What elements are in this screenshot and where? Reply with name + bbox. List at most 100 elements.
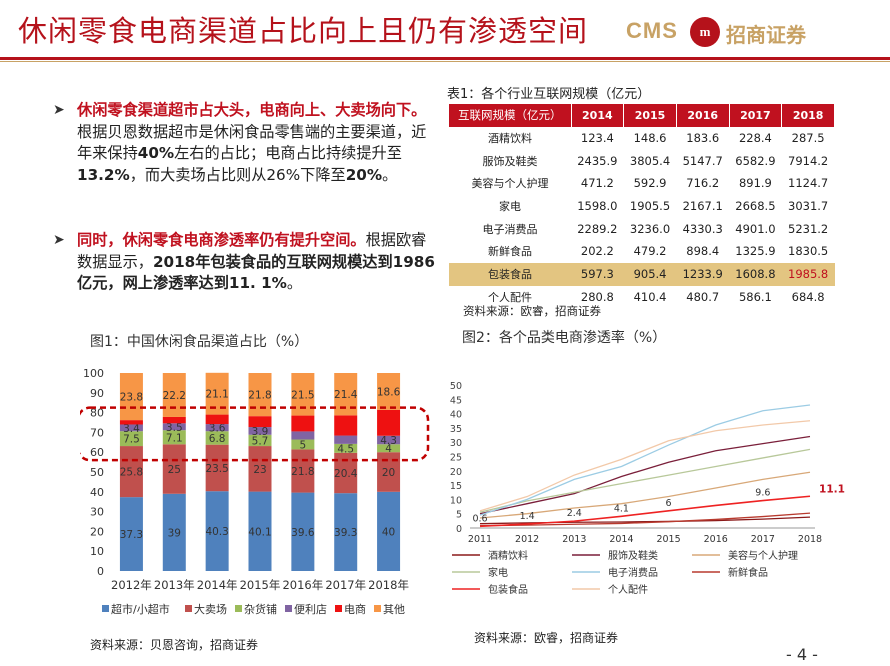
table-cell: 家电 [499,200,521,214]
bar-value-label: 23.8 [120,392,143,404]
bar-segment [334,435,358,444]
series-line [479,448,811,513]
y-tick-label: 0 [97,565,104,578]
table-cell: 1598.0 [577,199,618,214]
bar-segment [377,373,401,410]
data-label: 0.6 [472,513,487,524]
table-cell: 684.8 [791,289,825,304]
bar-segment [119,446,143,498]
page-title: 休闲零食电商渠道占比向上且仍有渗透空间 [18,14,589,48]
table-cell: 1905.5 [629,199,671,214]
table-cell: 1325.9 [735,244,776,259]
bar-segment [205,491,229,571]
bar-value-label: 7.5 [123,434,140,446]
bullet-text: 根据欧睿数据显示， [77,231,427,271]
chart1-caption: 图1：中国休闲食品渠道占比（%） [90,334,309,350]
legend-label: 超市/小超市 [111,602,170,616]
bar-segment [377,452,401,492]
bullet-text: 。 [382,165,398,184]
chart2-caption: 图2：各个品类电商渗透率（%） [462,330,667,346]
legend-label: 杂货铺 [244,602,277,616]
series-line [479,495,811,528]
legend-label: 大卖场 [194,602,227,616]
bullet-paragraph: ➤ 同时，休闲零食电商渗透率仍有提升空间。根据欧睿数据显示，2018年包装食品的… [53,230,437,295]
bar-segment [334,443,358,453]
table-header-row: 互联网规模（亿元） 2014 2015 2016 2017 2018 [449,104,835,127]
bar-segment [248,427,272,435]
y-tick-label: 80 [90,407,104,420]
company-seal-icon: m [690,17,720,47]
bullet-text: 根据贝恩数据超市是休闲食品零售端的主要渠道，近年来保持 [77,122,427,163]
table-cell: 905.4 [623,262,677,286]
table-row: 个人配件 280.8 410.4 480.7 586.1 684.8 [449,286,835,309]
table-cell: 美容与个人护理 [471,177,549,191]
legend-label: 个人配件 [608,584,648,596]
table-cell: 480.7 [686,289,720,304]
series-line [479,420,811,512]
table-cell: 716.2 [686,176,720,191]
x-tick-label: 2012 [515,534,539,545]
bar-value-label: 39 [168,527,181,539]
legend-label: 美容与个人护理 [728,549,798,562]
table-cell: 1830.5 [788,244,829,259]
channel-share-stacked-bar-chart: 0 10 20 30 40 50 60 70 80 90 100 37.3 25.8 7.53.4 23.8… [80,367,430,616]
y-tick-label: 90 [90,387,104,400]
series-line [479,512,811,527]
table-cell: 包装食品 [449,262,571,286]
bar-value-label: 39.6 [291,527,315,539]
legend-label: 家电 [488,566,508,579]
highlight-dashed-box [80,406,430,462]
internet-scale-table: 互联网规模（亿元） 2014 2015 2016 2017 2018 酒精饮料 1… [449,104,835,308]
bar-value-label: 25.8 [120,467,143,479]
table-caption: 表1：各个行业互联网规模（亿元） [447,87,651,102]
bar-value-label: 22.2 [163,390,186,402]
bar-value-label: 3.4 [123,423,140,435]
bar-value-label: 40.1 [248,526,271,538]
bar-value-label: 6.8 [209,433,226,445]
table-header-cell: 2015 [623,104,677,127]
page-number: - 4 - [786,645,818,664]
data-label: 1.4 [520,511,535,522]
chart1-source: 资料来源：贝恩咨询，招商证券 [90,638,259,652]
legend-swatch [335,605,342,612]
y-tick-label: 50 [90,466,104,479]
table-header-cell: 2016 [676,104,730,127]
table-cell: 5147.7 [682,153,723,168]
legend-label: 新鲜食品 [728,566,768,579]
cms-logo-text: CMS [626,18,678,43]
y-tick-label: 35 [450,424,462,435]
bar-segment [377,444,401,453]
bar-segment [248,491,272,571]
table-cell: 891.9 [738,176,772,191]
bullet-bold: 2018年包装食品的互联网规模达到1986亿元，网上渗透率达到11. 1% [77,252,435,293]
table-cell: 592.9 [633,176,667,191]
bar-value-label: 23.5 [205,463,228,475]
bar-segment [162,493,186,571]
bullet-bold: 40% [137,144,175,162]
table-cell: 280.8 [580,289,614,304]
bar-segment [334,493,358,571]
bar-segment [205,424,229,432]
table-header-cell: 2018 [781,104,835,127]
bullet-bold: 20% [345,165,383,184]
bar-value-label: 7.1 [166,432,183,444]
table-cell: 2668.5 [735,199,776,214]
table-cell: 2435.9 [577,153,618,168]
legend-label: 服饰及鞋类 [608,549,658,562]
bar-value-label: 20.4 [334,468,358,480]
legend-label: 电子消费品 [608,566,658,579]
legend-label: 其他 [383,603,405,616]
y-tick-label: 30 [450,438,462,449]
online-penetration-line-chart: 0 5 10 15 20 25 30 35 40 45 50 2011 2012 2013 2014 2015… [450,381,845,596]
table-cell: 597.3 [571,262,624,286]
table-cell: 3031.7 [788,199,829,214]
chart2-source: 资料来源：欧睿，招商证券 [474,631,619,645]
y-tick-label: 10 [450,495,462,506]
table-cell: 酒精饮料 [488,132,532,146]
table-cell: 个人配件 [488,290,532,304]
x-tick-label: 2018年 [368,578,409,592]
legend-swatch [235,605,242,612]
table-cell: 1233.9 [676,262,730,286]
table-cell: 586.1 [738,289,772,304]
table-row: 电子消费品 2289.2 3236.0 4330.3 4901.0 5231.2 [449,217,835,240]
